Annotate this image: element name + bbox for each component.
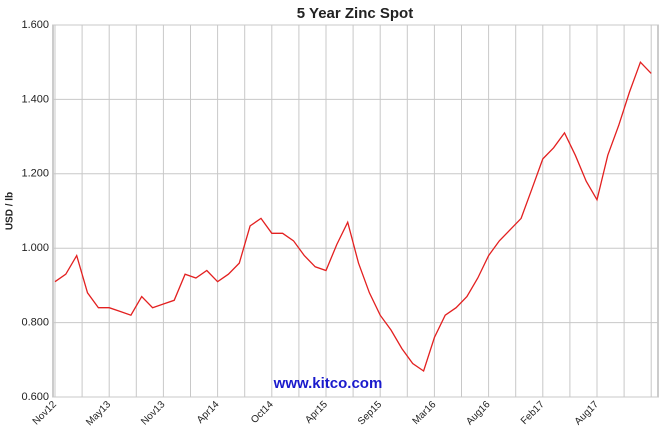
x-tick-label: Mar16 [411, 399, 439, 427]
x-tick-label: Sep15 [356, 399, 385, 428]
x-tick-label: Apr15 [303, 399, 330, 426]
line-series [54, 61, 652, 373]
watermark: www.kitco.com [273, 375, 383, 392]
chart-title: 5 Year Zinc Spot [297, 5, 413, 22]
x-tick-label: May13 [84, 399, 113, 428]
x-tick-label: Apr14 [195, 399, 222, 426]
x-tick-label: Aug17 [573, 399, 602, 428]
x-tick-label: Aug16 [464, 399, 493, 428]
x-tick-label: Nov12 [31, 399, 60, 428]
x-tick-label: Feb17 [519, 399, 547, 427]
y-tick-label: 1.000 [21, 242, 49, 254]
y-tick-label: 1.600 [21, 19, 49, 31]
plot-frame [52, 24, 659, 398]
y-axis-label: USD / lb [5, 192, 16, 230]
y-tick-label: 1.400 [21, 93, 49, 105]
y-tick-label: 0.800 [21, 317, 49, 329]
y-tick-label: 0.600 [21, 391, 49, 403]
x-tick-label: Nov13 [139, 399, 168, 428]
x-tick-label: Oct14 [249, 399, 276, 426]
y-tick-label: 1.200 [21, 168, 49, 180]
